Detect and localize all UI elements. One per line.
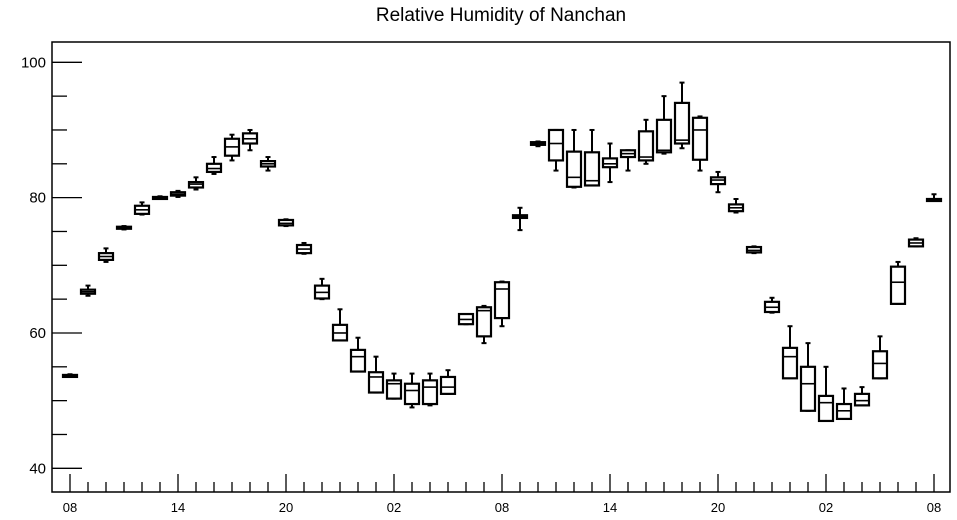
box-hour-29 [583,128,601,187]
iqr-box [853,392,871,407]
box-hour-46 [889,260,907,305]
box-hour-45 [871,335,889,380]
box-hour-15 [331,308,349,342]
box-hour-39 [763,296,781,314]
y-tick-label: 40 [29,460,46,477]
box-hour-16 [349,336,367,373]
iqr-box [889,265,907,305]
iqr-box [691,116,709,161]
box-hour-44 [853,386,871,407]
box-hour-5 [151,195,169,201]
box-hour-31 [619,149,637,172]
x-tick-label: 14 [171,500,185,515]
box-hour-12 [277,218,295,228]
y-tick-label: 100 [21,54,46,71]
box-hour-27 [547,128,565,172]
box-hour-33 [655,95,673,155]
iqr-box [475,306,493,338]
x-tick-label: 20 [711,500,725,515]
box-hour-14 [313,277,331,301]
box-hour-20 [421,372,439,407]
box-hour-11 [259,156,277,172]
box-hour-13 [295,241,313,255]
box-hour-37 [727,197,745,214]
x-tick-label: 20 [279,500,293,515]
box-hour-35 [691,115,709,172]
box-hour-32 [637,118,655,165]
iqr-box [601,157,619,169]
box-hour-19 [403,372,421,409]
box-hour-10 [241,128,259,152]
box-hour-28 [565,128,583,189]
box-hour-41 [799,342,817,412]
plot-frame [51,41,951,493]
box-hour-48 [925,193,943,203]
box-hour-17 [367,355,385,394]
iqr-box [637,130,655,162]
box-hour-8 [205,156,223,175]
x-tick-label: 02 [819,500,833,515]
iqr-box [673,101,691,145]
x-tick-label: 02 [387,500,401,515]
iqr-box [565,150,583,188]
box-hour-18 [385,372,403,400]
iqr-box [385,379,403,400]
x-tick-label: 08 [927,500,941,515]
iqr-box [349,348,367,373]
iqr-box [583,151,601,187]
box-series [61,81,943,423]
box-hour-25 [511,206,529,232]
x-tick-label: 08 [63,500,77,515]
iqr-box [817,394,835,423]
iqr-box [871,350,889,380]
box-hour-26 [529,140,547,148]
box-hour-22 [457,312,475,326]
y-tick-label: 80 [29,190,46,207]
iqr-box [655,118,673,154]
box-hour-34 [673,81,691,150]
box-hour-36 [709,170,727,194]
x-tick-label: 14 [603,500,617,515]
box-hour-4 [133,201,151,216]
box-hour-21 [439,369,457,395]
iqr-box [547,128,565,162]
chart-title: Relative Humidity of Nanchan [376,5,626,26]
y-axis: 40 60 80 100 [21,54,82,477]
box-hour-43 [835,387,853,421]
y-tick-label: 60 [29,325,46,342]
box-hour-38 [745,245,763,255]
box-hour-2 [97,247,115,263]
box-hour-23 [475,304,493,345]
iqr-box [403,382,421,406]
iqr-box [799,365,817,412]
box-hour-6 [169,189,187,198]
box-hour-40 [781,325,799,380]
iqr-box [493,281,511,320]
box-hour-1 [79,284,97,297]
iqr-box [421,379,439,406]
box-hour-9 [223,133,241,162]
x-axis: 08 14 20 02 08 14 20 02 08 [63,474,941,515]
box-hour-24 [493,280,511,328]
box-hour-7 [187,176,205,191]
x-tick-label: 08 [495,500,509,515]
box-hour-3 [115,225,133,231]
box-hour-47 [907,237,925,248]
box-hour-0 [61,373,79,379]
iqr-box [439,375,457,395]
box-hour-42 [817,365,835,423]
iqr-box [367,371,385,394]
iqr-box [781,346,799,380]
box-hour-30 [601,142,619,184]
